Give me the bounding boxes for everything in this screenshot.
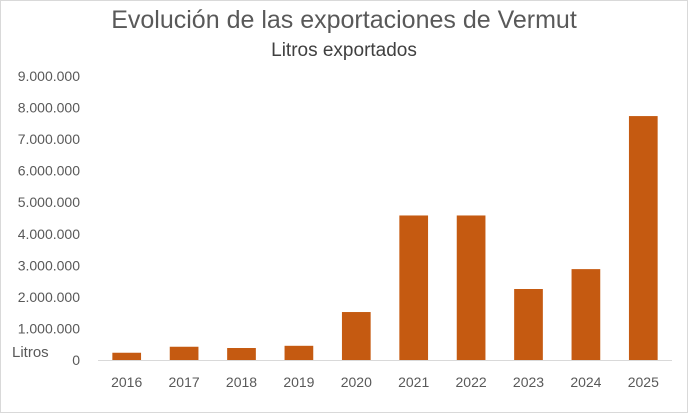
x-tick-label: 2016 (111, 374, 142, 390)
bar-2018 (227, 348, 256, 360)
x-tick-label: 2023 (513, 374, 544, 390)
x-tick-label: 2024 (570, 374, 601, 390)
chart-title: Evolución de las exportaciones de Vermut (111, 6, 577, 34)
y-axis-ticks: 0 1.000.000 2.000.000 3.000.000 4.000.000 5.0… (18, 68, 81, 368)
bar-2020 (341, 312, 371, 360)
y-tick-label: 9.000.000 (18, 68, 80, 84)
y-tick-label: 5.000.000 (18, 194, 80, 210)
chart-subtitle: Litros exportados (271, 40, 417, 61)
bar-2025 (628, 116, 658, 360)
x-tick-label: 2018 (226, 374, 257, 390)
bar-2022 (456, 215, 486, 360)
y-tick-label: 2.000.000 (18, 289, 80, 305)
x-tick-label: 2022 (456, 374, 487, 390)
bar-2021 (399, 215, 429, 360)
y-tick-label: 6.000.000 (18, 163, 80, 179)
y-axis-unit-label: Litros (12, 344, 49, 361)
x-axis-ticks: 2016 2017 2018 2019 2020 2021 2022 2023 2024 2025 (111, 374, 659, 390)
bars (112, 116, 658, 360)
x-tick-label: 2019 (283, 374, 314, 390)
x-tick-label: 2021 (398, 374, 429, 390)
x-tick-label: 2020 (341, 374, 372, 390)
x-tick-label: 2025 (628, 374, 659, 390)
y-tick-label: 7.000.000 (18, 131, 80, 147)
y-tick-label: 1.000.000 (18, 320, 80, 336)
y-tick-label: 8.000.000 (18, 100, 80, 116)
bar-2016 (112, 352, 142, 360)
y-tick-label: 3.000.000 (18, 257, 80, 273)
bar-2019 (284, 345, 314, 360)
y-tick-label: 0 (72, 352, 80, 368)
y-tick-label: 4.000.000 (18, 226, 80, 242)
bar-2017 (169, 346, 199, 360)
bar-2024 (571, 269, 601, 360)
bar-2023 (514, 289, 543, 360)
x-tick-label: 2017 (169, 374, 200, 390)
